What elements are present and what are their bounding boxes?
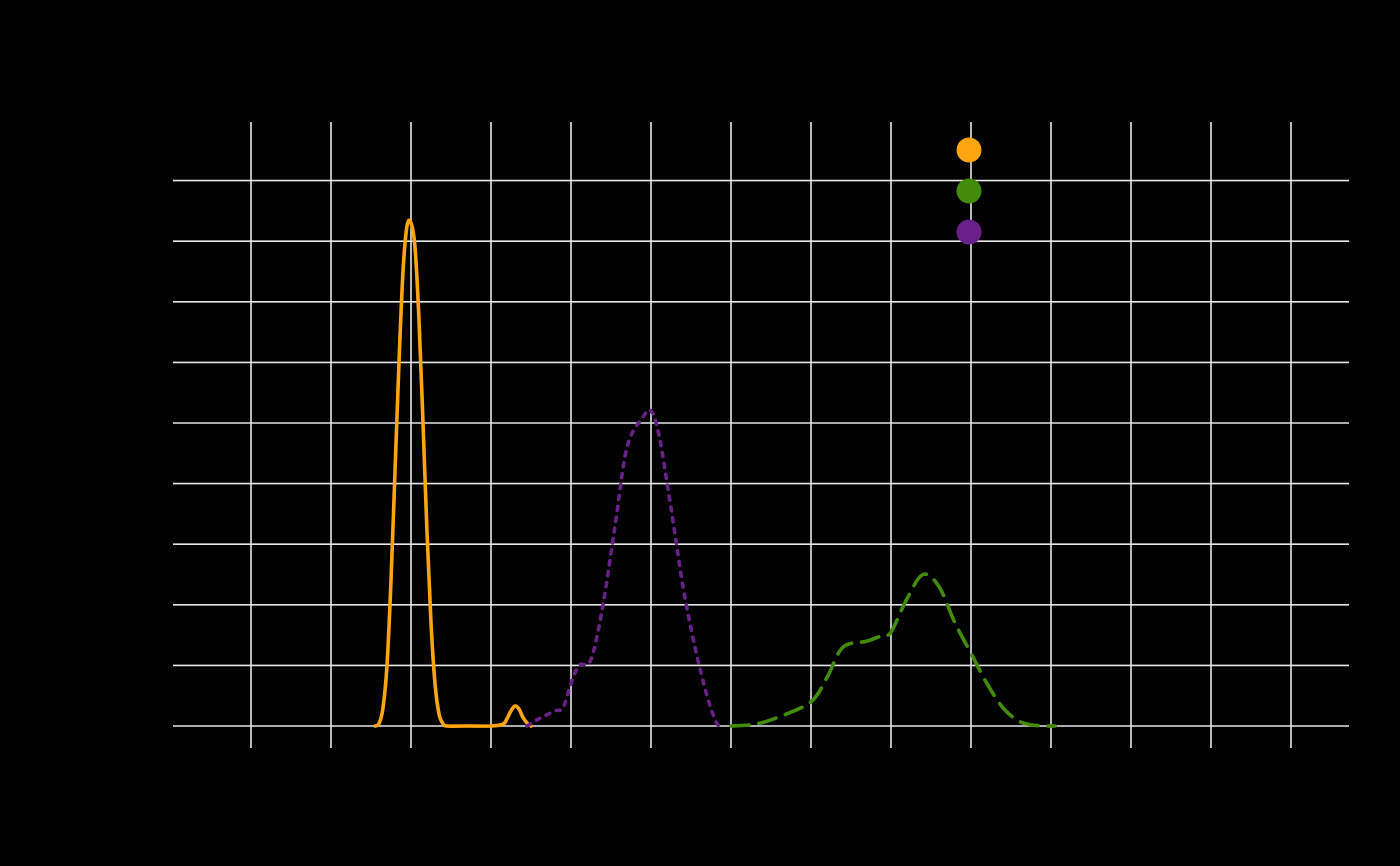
legend-marker-1: [956, 137, 982, 163]
grid-layer: [173, 122, 1349, 748]
legend-marker-3: [956, 219, 982, 245]
legend-marker-2: [956, 178, 982, 204]
series-line-2: [729, 572, 1057, 728]
series-line-1: [373, 218, 533, 728]
legend: [956, 137, 982, 245]
series-layer: [373, 218, 1057, 728]
series-line-3: [525, 407, 725, 728]
